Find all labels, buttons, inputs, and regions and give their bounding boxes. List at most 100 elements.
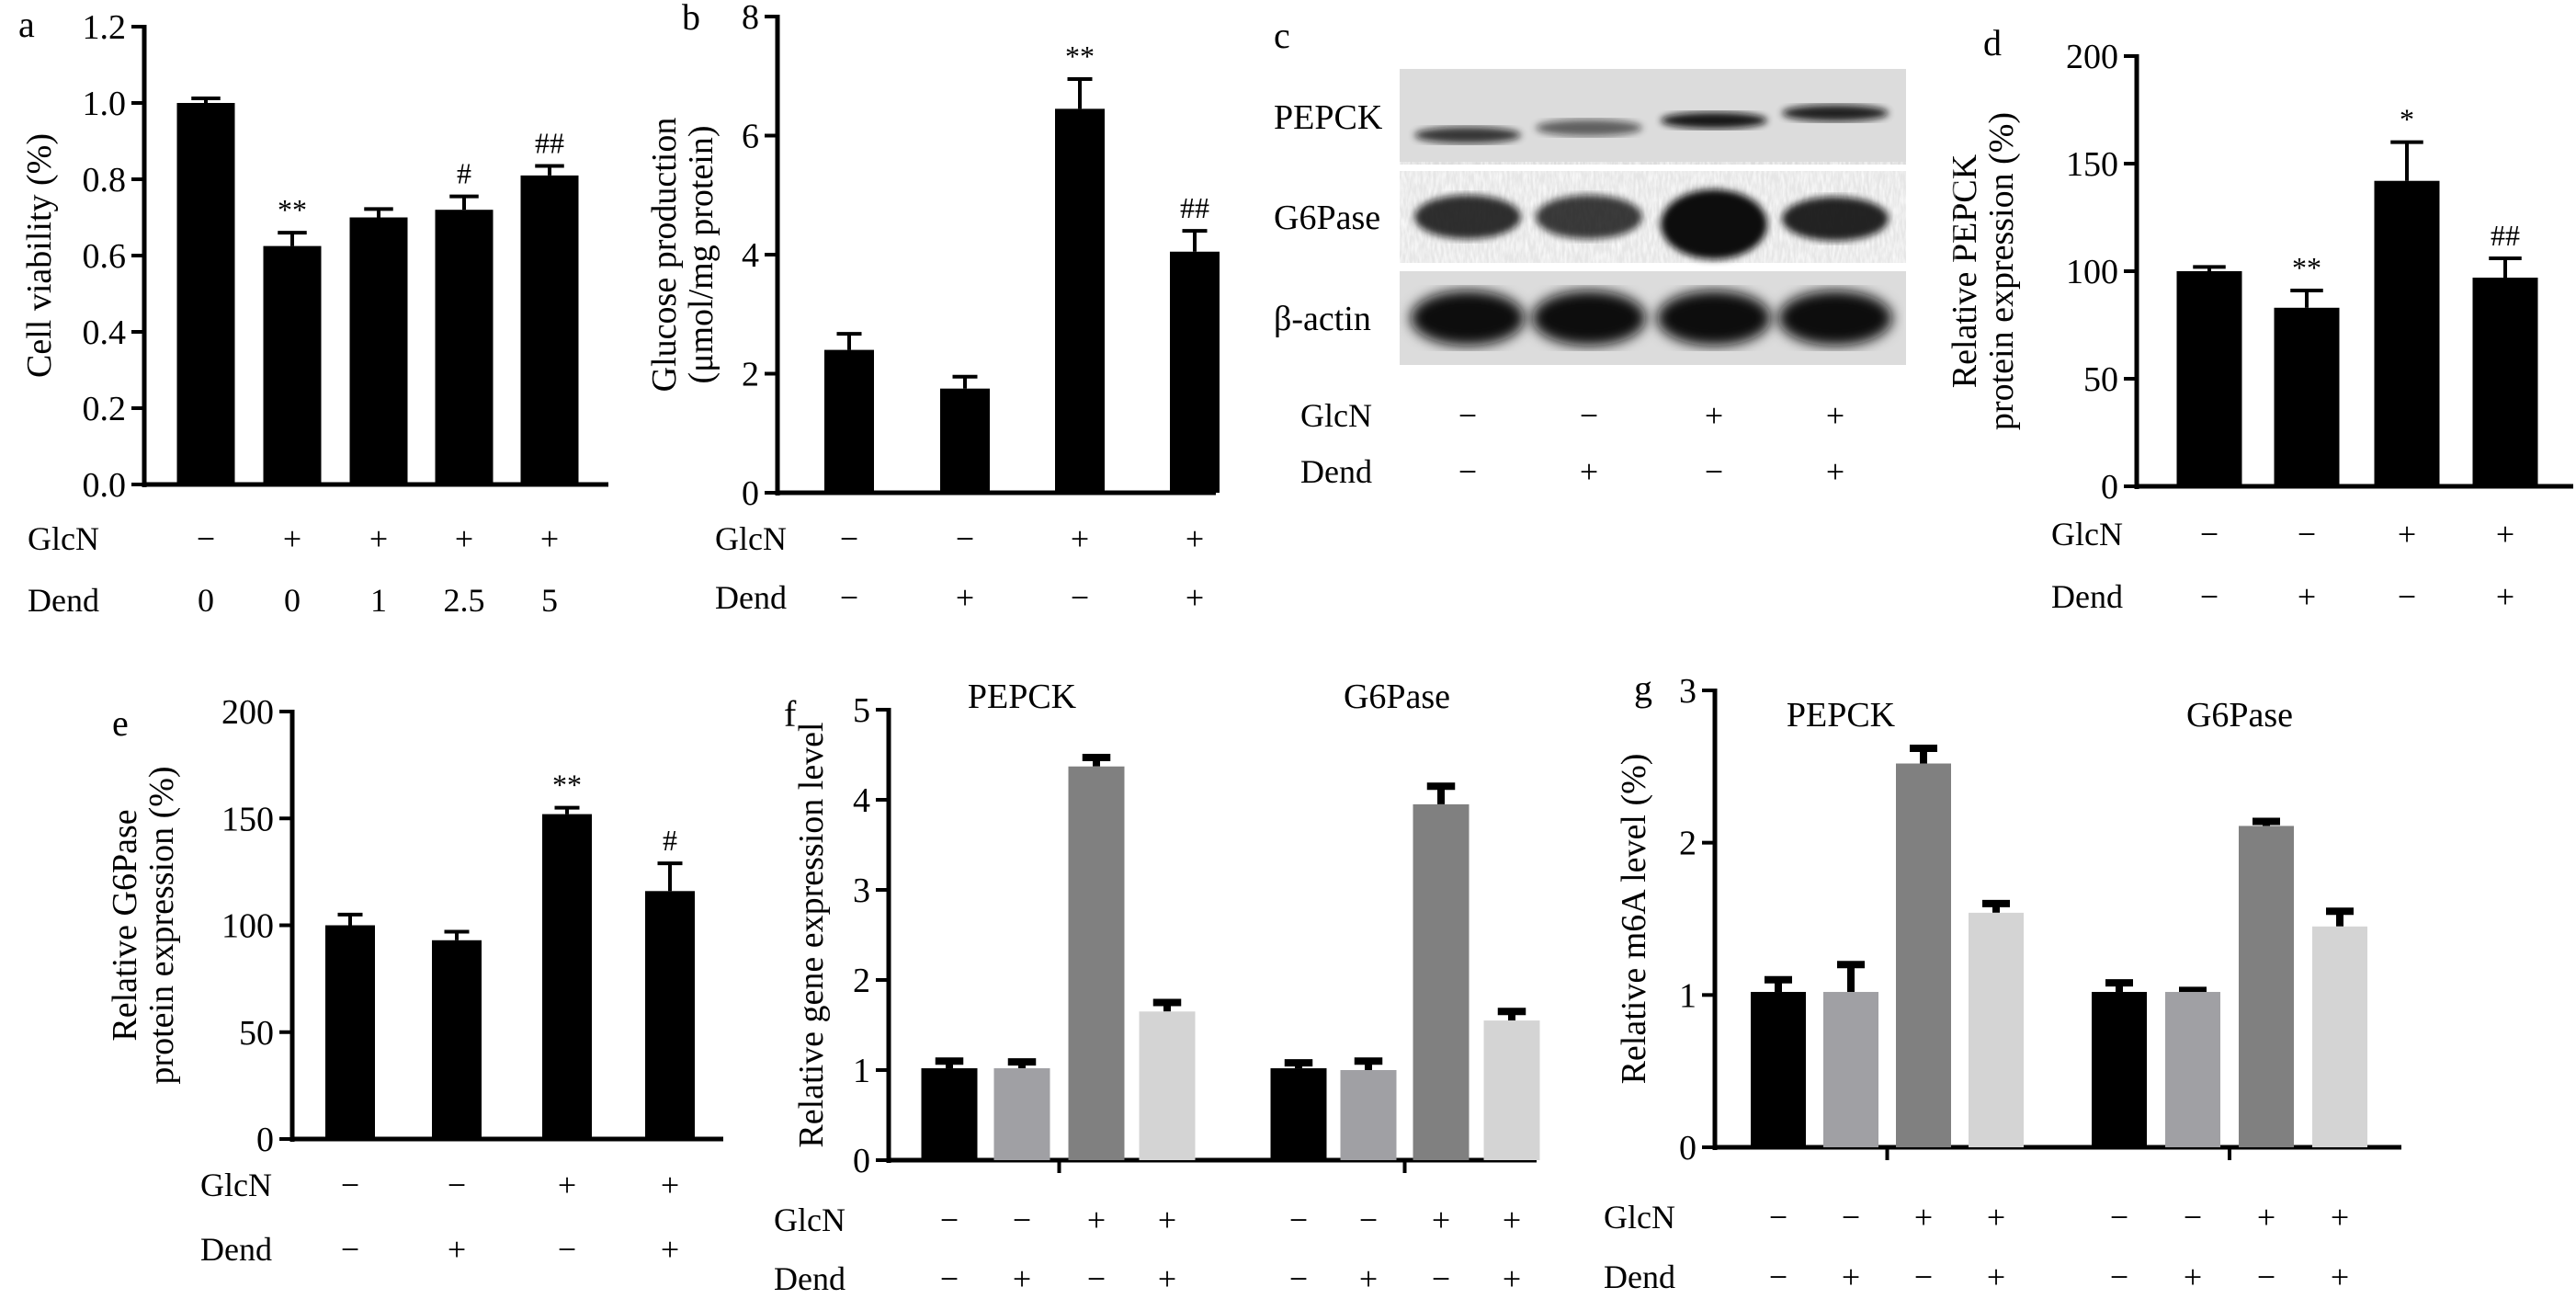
significance-mark: ## (535, 126, 564, 159)
bar (940, 388, 990, 493)
bar (349, 217, 408, 484)
bar (1055, 108, 1105, 494)
panel-label: f (784, 693, 797, 735)
y-axis-label: Cell viability (%) (20, 133, 59, 378)
blot-band (1411, 290, 1525, 346)
bar (824, 349, 874, 493)
treatment-value: − (1769, 1199, 1787, 1236)
treatment-value: − (1705, 453, 1723, 490)
bar (1340, 1070, 1397, 1160)
y-axis-label: protein expression (%) (142, 766, 181, 1084)
blot-band-label: β-actin (1274, 300, 1371, 338)
treatment-value: − (2110, 1259, 2128, 1295)
treatment-value: + (1186, 520, 1204, 557)
treatment-value: − (1359, 1202, 1378, 1238)
treatment-value: + (1705, 397, 1723, 434)
treatment-value: + (1087, 1202, 1106, 1238)
significance-mark: # (663, 824, 677, 857)
y-axis-label: protein expression (%) (1982, 112, 2021, 430)
panel-a: a 0.0 0.2 0.4 0.6 0.8 1.0 1.2 Cell viability (%)… (18, 4, 608, 619)
row-label-dend: Dend (28, 582, 99, 619)
significance-mark: * (2400, 103, 2414, 136)
row-label-glcn: GlcN (715, 520, 787, 557)
treatment-value: − (1013, 1202, 1031, 1238)
treatment-value: + (2298, 578, 2316, 615)
y-tick-label: 200 (221, 693, 274, 732)
bar (2239, 826, 2294, 1147)
bar (2312, 926, 2367, 1147)
treatment-value: − (448, 1167, 466, 1203)
treatment-value: − (341, 1167, 359, 1203)
treatment-value: − (840, 520, 858, 557)
row-label-dend: Dend (774, 1260, 845, 1297)
group-title: G6Pase (2186, 696, 2293, 735)
treatment-value: − (1087, 1260, 1106, 1297)
treatment-value: + (2257, 1199, 2275, 1236)
significance-mark: ** (278, 193, 307, 226)
treatment-value: 0 (198, 582, 214, 619)
blot-band (1657, 290, 1771, 346)
treatment-value: − (1289, 1260, 1308, 1297)
row-label-glcn: GlcN (774, 1202, 845, 1238)
bar (1896, 763, 1951, 1147)
treatment-value: + (1914, 1199, 1933, 1236)
blot-band-label: G6Pase (1274, 199, 1380, 237)
bar (176, 103, 235, 484)
panel-label: b (682, 0, 700, 38)
bar (325, 925, 375, 1139)
treatment-value: 5 (541, 582, 558, 619)
y-axis-label: Relative gene expression level (792, 722, 831, 1147)
treatment-value: − (2398, 578, 2416, 615)
panel-c-western-blot: c PEPCK G6Pase β-actin GlcN − − + + Dend − + − + (1274, 15, 1906, 490)
y-tick-label: 4 (742, 236, 759, 275)
panel-label: e (112, 702, 129, 744)
bar (2176, 271, 2242, 486)
bar (520, 175, 579, 484)
bar (1270, 1068, 1327, 1160)
treatment-value: + (455, 520, 473, 557)
panel-g: g 0 1 2 3 Relative m6A level (%) PEPCK G6Pase Gl… (1604, 667, 2401, 1295)
row-label-glcn: GlcN (1300, 397, 1372, 434)
y-axis-label: Relative PEPCK (1946, 154, 1984, 388)
group-title: G6Pase (1344, 678, 1450, 716)
treatment-value: − (940, 1202, 959, 1238)
treatment-value: 1 (370, 582, 387, 619)
treatment-value: − (341, 1231, 359, 1268)
y-tick-label: 0.0 (83, 466, 127, 505)
treatment-value: + (1503, 1202, 1521, 1238)
y-tick-label: 100 (2066, 253, 2118, 291)
treatment-value: + (1158, 1202, 1176, 1238)
y-tick-label: 6 (742, 118, 759, 156)
row-label-glcn: GlcN (1604, 1199, 1675, 1236)
y-tick-label: 2 (853, 962, 870, 1000)
treatment-value: + (540, 520, 559, 557)
blot-band (1536, 120, 1642, 136)
row-label-dend: Dend (1300, 453, 1372, 490)
treatment-value: + (2331, 1199, 2349, 1236)
blot-band (1414, 195, 1521, 239)
y-tick-label: 100 (221, 907, 274, 946)
treatment-value: − (1580, 397, 1598, 434)
bar (2374, 180, 2440, 486)
bar (1068, 766, 1125, 1160)
blot-band (1536, 195, 1642, 239)
significance-mark: ** (552, 769, 582, 802)
bar (1139, 1011, 1196, 1160)
significance-mark: ** (1065, 40, 1095, 73)
panel-label: g (1634, 667, 1652, 709)
group-title: PEPCK (1787, 696, 1896, 735)
treatment-value: + (1503, 1260, 1521, 1297)
y-tick-label: 150 (2066, 145, 2118, 184)
blot-band (1782, 105, 1889, 121)
treatment-value: + (1186, 579, 1204, 616)
treatment-value: + (956, 579, 974, 616)
treatment-value: − (1071, 579, 1089, 616)
row-label-dend: Dend (715, 579, 787, 616)
treatment-value: + (1158, 1260, 1176, 1297)
treatment-value: + (2398, 516, 2416, 552)
treatment-value: 0 (284, 582, 301, 619)
row-label-glcn: GlcN (200, 1167, 272, 1203)
blot-band (1661, 112, 1767, 129)
